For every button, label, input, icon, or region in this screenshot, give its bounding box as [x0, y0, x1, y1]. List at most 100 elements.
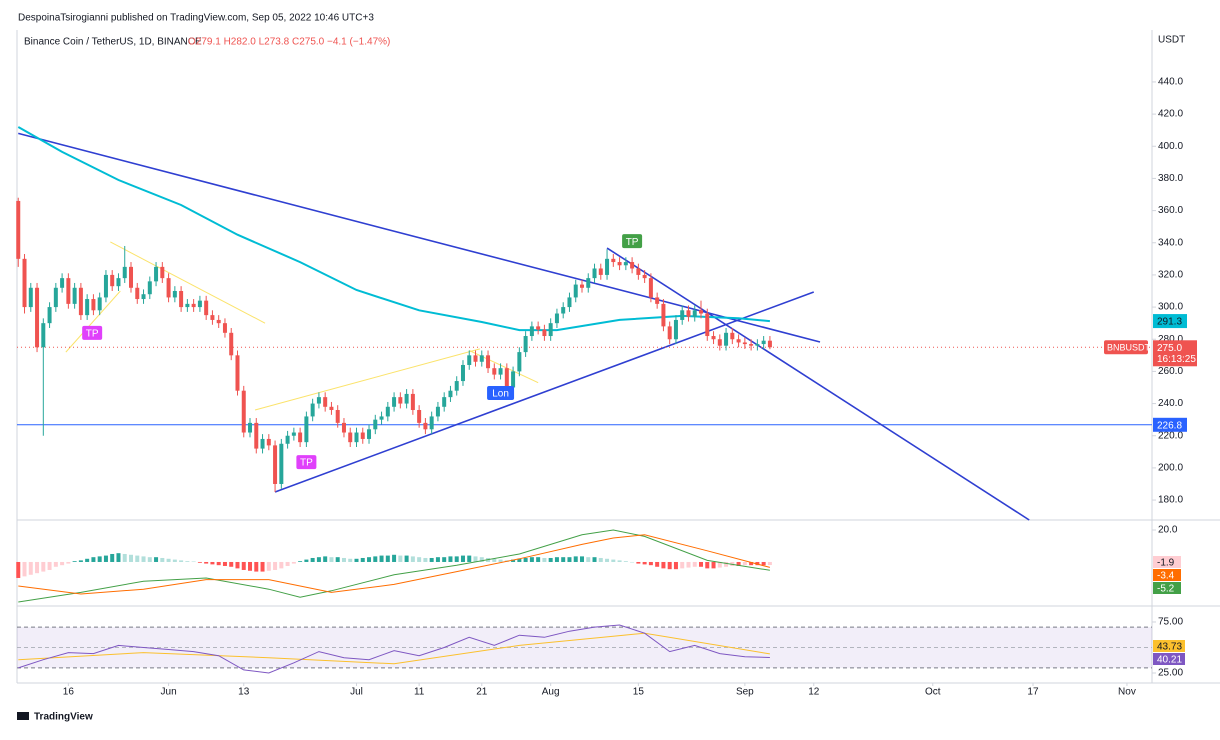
candle-body — [467, 355, 472, 365]
histogram-bar — [210, 561, 215, 565]
candle-body — [191, 303, 196, 308]
histogram-bar — [97, 556, 102, 562]
histogram-bar — [435, 557, 440, 562]
x-tick-label: Jun — [161, 687, 177, 698]
candle-body — [579, 284, 584, 288]
x-tick-label: Oct — [925, 687, 941, 698]
candle-body — [498, 368, 503, 375]
candle-body — [47, 307, 52, 324]
histogram-bar — [241, 561, 246, 570]
candle-body — [542, 329, 547, 337]
candle-body — [573, 284, 578, 298]
histogram-bar — [166, 558, 171, 562]
candle-body — [642, 274, 647, 279]
moving-average — [17, 126, 770, 332]
trendline — [18, 132, 821, 343]
histogram-bar — [605, 558, 610, 562]
histogram-bar — [586, 557, 591, 562]
histogram-bar — [41, 561, 46, 572]
histogram-bar — [341, 557, 346, 562]
candle-body — [636, 268, 641, 275]
candle-body — [66, 278, 71, 304]
macd-value-label: -3.4 — [1157, 571, 1175, 582]
annotation-text: TP — [626, 237, 639, 248]
histogram-bar — [579, 556, 584, 562]
histogram-bar — [216, 561, 221, 566]
histogram-bar — [16, 561, 21, 578]
candle-body — [611, 258, 616, 263]
histogram-bar — [661, 561, 666, 569]
candle-body — [291, 432, 296, 436]
ohlc-text: O279.1 H282.0 L273.8 C275.0 −4.1 (−1.47%… — [188, 37, 390, 48]
byline: DespoinaTsirogianni published on Trading… — [18, 13, 374, 24]
candle-body — [648, 278, 653, 298]
histogram-bar — [598, 557, 603, 562]
candle-body — [197, 300, 202, 308]
macd-value-box — [1153, 569, 1181, 581]
histogram-bar — [398, 555, 403, 562]
histogram-bar — [498, 559, 503, 562]
histogram-bar — [617, 560, 622, 562]
histogram-bar — [686, 561, 691, 568]
histogram-bar — [85, 558, 90, 562]
histogram-bar — [35, 561, 40, 574]
annotation-badge — [296, 455, 317, 470]
histogram-bar — [229, 561, 234, 567]
candle-body — [561, 307, 566, 314]
histogram-bar — [47, 561, 52, 570]
candle-body — [373, 419, 378, 430]
histogram-bar — [129, 554, 134, 562]
y-tick-label: 380.0 — [1158, 173, 1183, 184]
histogram-bar — [767, 561, 772, 566]
histogram-bar — [410, 556, 415, 562]
candle-body — [335, 410, 340, 423]
candle-body — [204, 300, 209, 316]
footer: TradingView — [34, 712, 93, 723]
x-tick-label: Aug — [542, 687, 560, 698]
histogram-bar — [78, 560, 83, 562]
y-tick-label: 420.0 — [1158, 109, 1183, 120]
histogram-bar — [66, 561, 71, 564]
candle-body — [673, 319, 678, 340]
candle-body — [85, 299, 90, 316]
histogram-bar — [28, 561, 33, 575]
candle-body — [423, 422, 428, 430]
histogram-bar — [254, 561, 259, 572]
candle-body — [417, 410, 422, 423]
histogram-bar — [235, 561, 240, 569]
histogram-bar — [147, 557, 152, 562]
x-tick-label: 21 — [476, 687, 488, 698]
hline-price-box — [1153, 417, 1187, 432]
rsi-value-label: 43.73 — [1157, 642, 1182, 653]
macd-value-box — [1153, 556, 1181, 568]
candle-body — [235, 355, 240, 391]
candle-body — [692, 310, 697, 317]
histogram-bar — [630, 561, 635, 563]
candle-body — [454, 381, 459, 391]
symbol-box — [1104, 340, 1148, 355]
candle-body — [147, 281, 152, 295]
candle-body — [749, 344, 754, 346]
candle-body — [254, 422, 259, 449]
histogram-bar — [529, 557, 534, 562]
trendline — [110, 241, 266, 324]
candle-body — [248, 422, 253, 433]
candle-body — [329, 406, 334, 411]
histogram-bar — [316, 557, 321, 562]
x-tick-label: 12 — [808, 687, 820, 698]
trendline — [274, 291, 815, 493]
logo — [17, 712, 29, 720]
symbol-label: BNBUSDT — [1107, 343, 1151, 353]
x-tick-label: 15 — [633, 687, 645, 698]
histogram-bar — [699, 561, 704, 567]
histogram-bar — [273, 561, 278, 570]
candle-body — [592, 268, 597, 279]
y-tick-label: 240.0 — [1158, 398, 1183, 409]
candle-body — [60, 278, 65, 288]
candle-body — [398, 397, 403, 404]
histogram-bar — [623, 561, 628, 562]
histogram-bar — [310, 557, 315, 562]
histogram-bar — [673, 561, 678, 570]
histogram-bar — [548, 557, 553, 562]
last-price-label: 275.0 — [1157, 343, 1182, 354]
